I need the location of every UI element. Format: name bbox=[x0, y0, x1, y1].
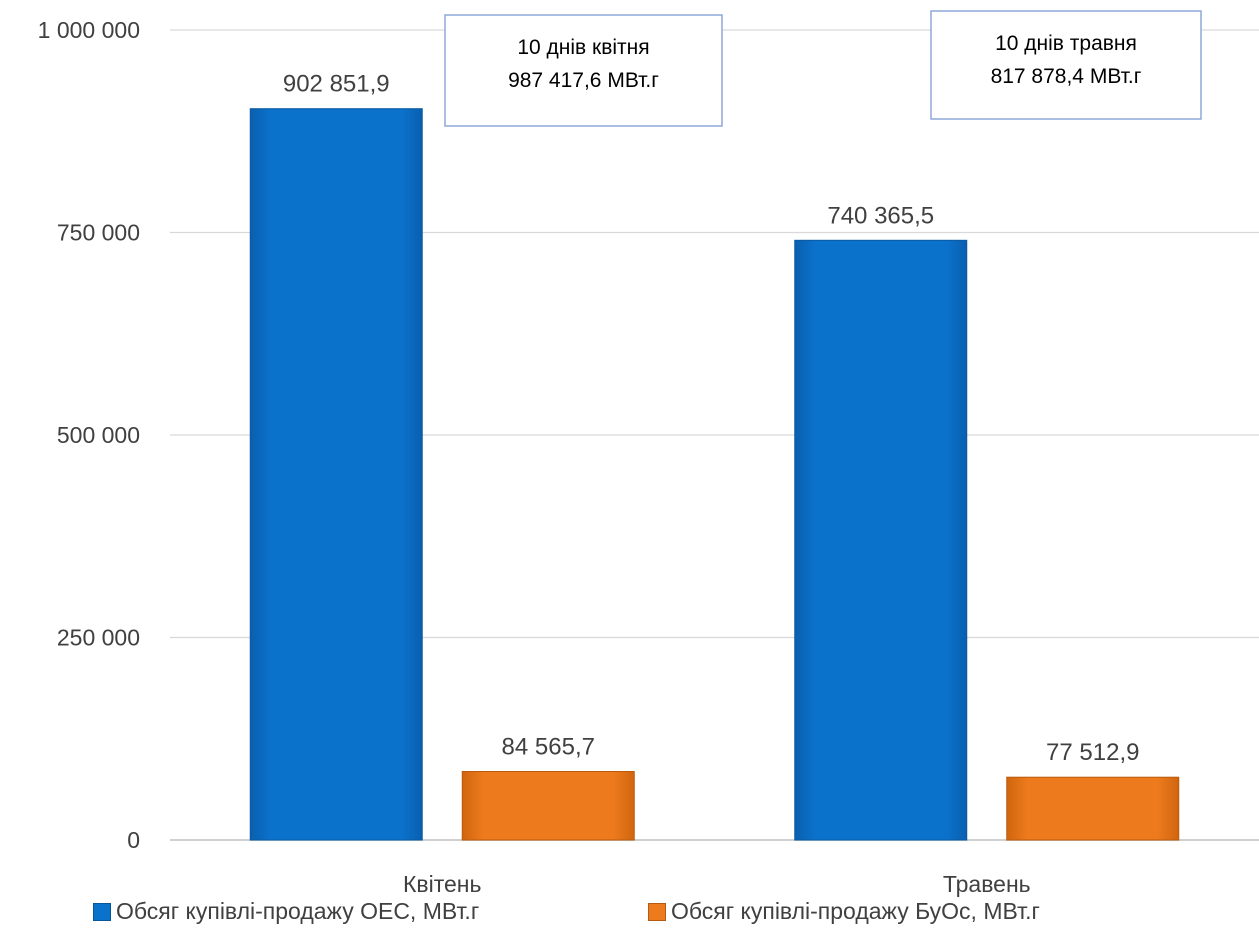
data-label: 77 512,9 bbox=[1046, 739, 1139, 766]
legend-label-oes: Обсяг купівлі-продажу ОЕС, МВт.г bbox=[116, 898, 480, 924]
legend: Обсяг купівлі-продажу ОЕС, МВт.г Обсяг к… bbox=[0, 898, 1259, 932]
bar-buos-1 bbox=[461, 771, 635, 841]
legend-item-buos: Обсяг купівлі-продажу БуОс, МВт.г bbox=[648, 898, 1040, 925]
legend-item-oes: Обсяг купівлі-продажу ОЕС, МВт.г bbox=[93, 898, 479, 925]
bar-oes-1 bbox=[249, 108, 423, 841]
y-tick-label: 500 000 bbox=[57, 422, 140, 448]
legend-label-buos: Обсяг купівлі-продажу БуОс, МВт.г bbox=[671, 898, 1040, 924]
annotation-line-1: 10 днів травня bbox=[995, 32, 1137, 55]
annotation-line-2: 987 417,6 МВт.г bbox=[508, 69, 659, 92]
legend-swatch-oes bbox=[93, 902, 111, 921]
data-label: 902 851,9 bbox=[283, 71, 390, 98]
annotations: 10 днів квітня 987 417,6 МВт.г 10 днів тра… bbox=[444, 10, 1202, 127]
category-label: Травень bbox=[943, 871, 1031, 897]
category-label: Квітень bbox=[403, 871, 481, 897]
bar-chart: 0 250 000 500 000 750 000 1 000 000 902 851,… bbox=[38, 10, 1259, 897]
y-tick-label: 750 000 bbox=[57, 220, 140, 246]
annotation-line-2: 817 878,4 МВт.г bbox=[991, 65, 1142, 88]
y-tick-label: 250 000 bbox=[57, 625, 140, 651]
annotation-box bbox=[930, 10, 1202, 120]
data-label: 740 365,5 bbox=[827, 202, 934, 229]
data-labels: 902 851,9 84 565,7 740 365,5 77 512,9 bbox=[283, 71, 1140, 767]
y-tick-label: 0 bbox=[127, 827, 140, 853]
y-axis-ticks: 0 250 000 500 000 750 000 1 000 000 bbox=[38, 17, 140, 853]
bars bbox=[249, 108, 1180, 841]
bar-oes-2 bbox=[794, 239, 968, 841]
legend-swatch-buos bbox=[648, 902, 666, 921]
bar-buos-2 bbox=[1006, 776, 1180, 841]
annotation-box bbox=[444, 14, 723, 127]
annotation-line-1: 10 днів квітня bbox=[517, 36, 649, 59]
data-label: 84 565,7 bbox=[502, 734, 595, 761]
x-axis-categories: Квітень Травень bbox=[403, 871, 1031, 897]
y-tick-label: 1 000 000 bbox=[38, 17, 140, 43]
